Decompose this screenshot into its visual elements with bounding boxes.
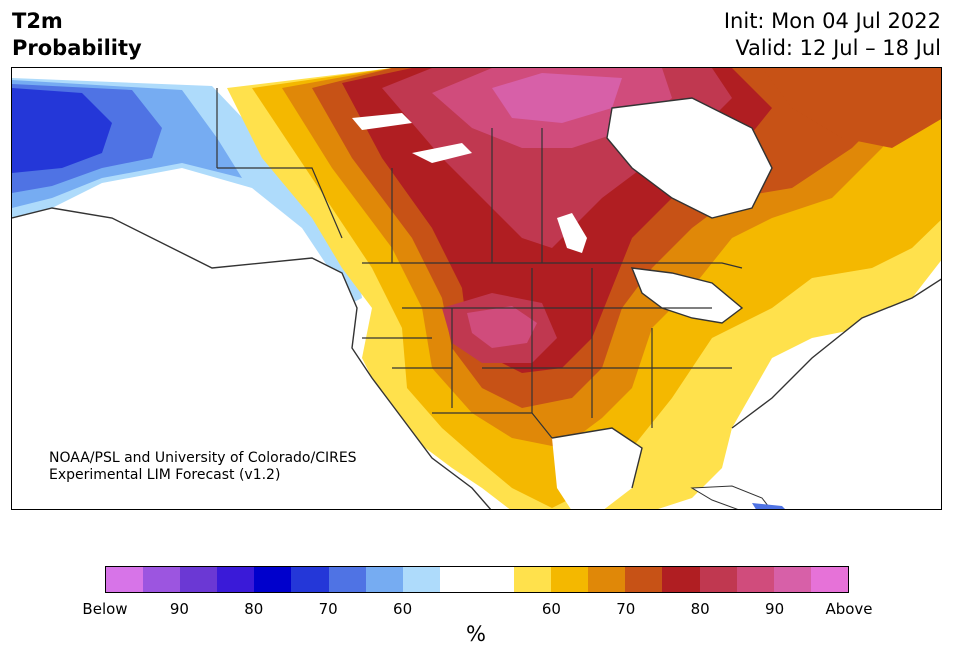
- colorbar-swatch: [662, 567, 700, 592]
- valid-dates: Valid: 12 Jul – 18 Jul: [735, 36, 941, 60]
- cuba: [690, 485, 772, 509]
- rockies-above-95: [467, 306, 537, 348]
- above-97-region: [492, 73, 622, 123]
- credit-line-1: NOAA/PSL and University of Colorado/CIRE…: [49, 450, 357, 466]
- colorbar-swatch: [736, 567, 774, 592]
- colorbar-swatch: [773, 567, 811, 592]
- title-line-1: T2m: [12, 9, 63, 33]
- great-lakes: [632, 268, 742, 323]
- colorbar-tick-label: 90: [169, 600, 189, 618]
- colorbar-tick-label: 60: [541, 600, 561, 618]
- colorbar-tick-label: Below: [82, 600, 128, 618]
- caribbean-blue: [752, 503, 785, 509]
- credit-line-2: Experimental LIM Forecast (v1.2): [49, 467, 281, 483]
- colorbar-tick-label: 90: [765, 600, 785, 618]
- colorbar-swatch: [328, 567, 366, 592]
- borders: [216, 88, 743, 439]
- probability-map: [12, 68, 941, 509]
- colorbar-swatch: [143, 567, 181, 592]
- gulf-of-mexico: [552, 428, 642, 509]
- lake-winnipeg: [557, 213, 587, 253]
- colorbar-swatch: [625, 567, 663, 592]
- great-bear-lake: [412, 143, 472, 163]
- colorbar-unit: %: [466, 622, 486, 646]
- hudson-bay: [607, 98, 772, 218]
- colorbar-swatch: [291, 567, 329, 592]
- colorbar-tick-label: 60: [393, 600, 413, 618]
- colorbar: [105, 566, 849, 593]
- colorbar-tick-label: 70: [616, 600, 636, 618]
- forecast-dates: Init: Mon 04 Jul 2022 Valid: 12 Jul – 18…: [724, 8, 941, 62]
- init-date: Init: Mon 04 Jul 2022: [723, 9, 941, 33]
- colorbar-swatch: [180, 567, 218, 592]
- colorbar-swatch: [810, 567, 848, 592]
- colorbar-swatch: [254, 567, 292, 592]
- title-line-2: Probability: [12, 36, 142, 60]
- colorbar-tick-label: 80: [690, 600, 710, 618]
- colorbar-swatch: [402, 567, 440, 592]
- colorbar-swatch: [365, 567, 403, 592]
- colorbar-swatch: [699, 567, 737, 592]
- colorbar-swatch: [551, 567, 589, 592]
- colorbar-tick-label: 70: [318, 600, 338, 618]
- pacific-ocean: [12, 208, 491, 509]
- atlantic-ocean: [712, 279, 941, 509]
- greenland-region: [762, 68, 941, 148]
- plot-title: T2m Probability: [12, 8, 142, 62]
- colorbar-tick-label: Above: [825, 600, 873, 618]
- colorbar-swatch: [439, 567, 477, 592]
- credit-text: NOAA/PSL and University of Colorado/CIRE…: [49, 450, 357, 484]
- colorbar-swatch: [106, 567, 144, 592]
- pacific-coast-below: [312, 218, 362, 303]
- great-slave-lake: [352, 113, 412, 130]
- coastlines: [12, 97, 941, 509]
- map-panel: [11, 67, 942, 510]
- colorbar-swatch: [217, 567, 255, 592]
- alaska-below-90: [12, 88, 112, 173]
- colorbar-swatch: [588, 567, 626, 592]
- colorbar-swatch: [514, 567, 552, 592]
- colorbar-tick-label: 80: [244, 600, 264, 618]
- colorbar-swatch: [476, 567, 515, 592]
